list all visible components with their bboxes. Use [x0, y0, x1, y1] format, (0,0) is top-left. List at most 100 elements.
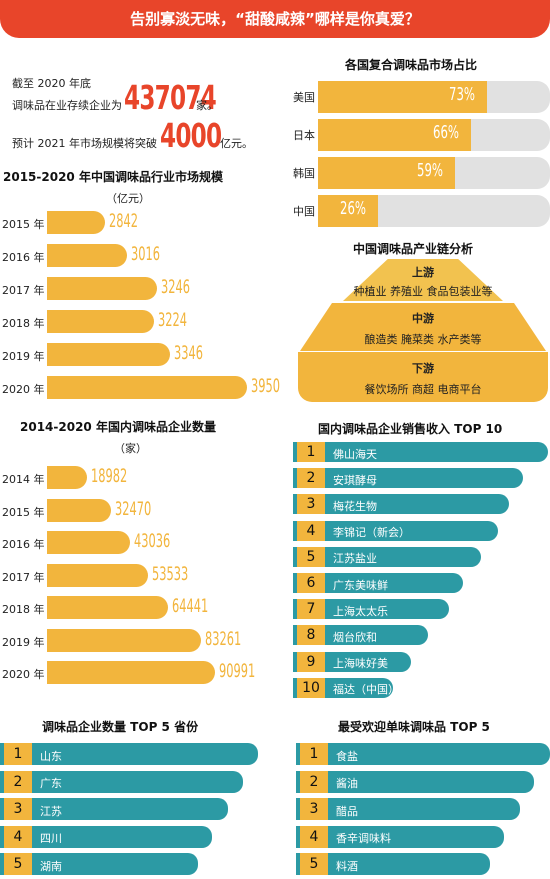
rank-label: 梅花生物 [333, 499, 377, 513]
chain-midstream-text: 中游 酿造类 腌菜类 水产类等 [300, 310, 546, 347]
rank-number: 5 [4, 853, 32, 875]
bar [47, 277, 157, 300]
category-label: 2018 年 [2, 603, 45, 616]
top10-companies-title: 国内调味品企业销售收入 TOP 10 [318, 422, 503, 436]
country-label: 日本 [293, 129, 315, 142]
bar [47, 596, 168, 619]
data-label: 32470 [115, 497, 152, 520]
bar [47, 376, 247, 399]
rank-label: 香辛调味料 [336, 832, 391, 845]
rank-bar [296, 798, 520, 820]
enterprise-count-title: 2014-2020 年国内调味品企业数量 [20, 420, 216, 434]
data-label: 3224 [158, 309, 188, 331]
rank-number: 2 [4, 770, 32, 793]
bar [47, 628, 201, 652]
rank-label: 烟台欣和 [333, 630, 377, 644]
chain-midstream [300, 303, 546, 351]
category-label: 2019 年 [2, 350, 45, 363]
rank-label: 福达（中国） [333, 683, 399, 697]
category-label: 2015 年 [2, 505, 45, 519]
rank-label: 佛山海天 [333, 447, 377, 461]
rank-label: 江苏盐业 [333, 552, 377, 566]
page-banner: 告别寡淡无味，“甜酸咸辣”哪样是你真爱？ [0, 0, 550, 38]
category-label: 2017 年 [2, 284, 45, 297]
rank-bar [293, 494, 509, 515]
rank-label: 湖南 [40, 859, 62, 873]
category-label: 2020 年 [2, 668, 45, 681]
rank-bar [296, 825, 504, 848]
market-size-unit: （亿元） [106, 192, 150, 205]
rank-bar [293, 625, 428, 646]
intro-line-2-suffix: 家。 [196, 99, 218, 112]
rank-bar [293, 573, 463, 593]
rank-label: 江苏 [40, 804, 62, 818]
rank-number: 4 [297, 520, 325, 541]
rank-bar [293, 520, 498, 541]
bar [47, 466, 87, 489]
data-label: 2842 [109, 210, 139, 232]
bar [47, 343, 170, 366]
rank-label: 山东 [40, 749, 62, 763]
rank-label: 李锦记（新会） [333, 526, 410, 540]
category-label: 2018 年 [2, 317, 45, 330]
rank-number: 3 [4, 798, 32, 820]
rank-bar [0, 825, 212, 848]
rank-number: 6 [297, 573, 325, 593]
chain-upstream-name: 上游 [412, 266, 434, 279]
intro-line-2-prefix: 调味品在业存续企业为 [12, 99, 122, 112]
data-label: 64441 [172, 595, 209, 617]
share-fill [318, 157, 455, 189]
category-label: 2015 年 [2, 218, 45, 231]
rank-label: 料酒 [336, 859, 358, 873]
category-label: 2014 年 [2, 473, 45, 486]
chain-title: 中国调味品产业链分析 [353, 242, 474, 256]
country-label: 美国 [293, 91, 315, 104]
bar [47, 498, 111, 522]
rank-number: 4 [300, 825, 328, 848]
intro-line-3-prefix: 预计 2021 年市场规模将突破 [12, 137, 157, 150]
share-fill [318, 195, 378, 227]
top5-provinces-title: 调味品企业数量 TOP 5 省份 [42, 720, 199, 734]
rank-number: 5 [297, 546, 325, 567]
rank-number: 1 [4, 743, 32, 765]
share-value: 26% [340, 198, 367, 219]
rank-label: 上海太太乐 [333, 604, 388, 618]
rank-label: 安琪酵母 [333, 473, 377, 487]
rank-number: 5 [300, 853, 328, 875]
rank-label: 食盐 [336, 749, 358, 763]
category-label: 2020 年 [2, 383, 45, 396]
rank-bar [293, 442, 548, 462]
intro-line-3-suffix: 亿元。 [220, 137, 253, 150]
rank-bar [296, 853, 490, 875]
data-label: 18982 [91, 465, 128, 487]
data-label: 53533 [152, 562, 189, 585]
rank-bar [0, 853, 198, 875]
category-label: 2019 年 [2, 635, 45, 649]
rank-bar [296, 743, 550, 765]
chain-downstream-desc: 餐饮场所 商超 电商平台 [364, 383, 482, 396]
rank-number: 1 [297, 442, 325, 462]
category-label: 2016 年 [2, 538, 45, 551]
rank-label: 四川 [40, 832, 62, 845]
rank-label: 酱油 [336, 777, 358, 790]
country-label: 中国 [293, 205, 315, 218]
chain-downstream-name: 下游 [412, 362, 434, 375]
rank-bar [293, 599, 449, 620]
rank-number: 2 [300, 770, 328, 793]
category-label: 2017 年 [2, 570, 45, 584]
chain-midstream-name: 中游 [412, 312, 434, 325]
data-label: 3346 [174, 342, 204, 364]
enterprise-count-unit: （家） [114, 442, 147, 455]
share-value: 59% [417, 160, 444, 181]
bar [47, 661, 215, 684]
country-label: 韩国 [293, 167, 315, 180]
data-label: 3950 [251, 375, 281, 397]
rank-bar [293, 546, 481, 567]
data-label: 90991 [219, 660, 256, 682]
chain-downstream [298, 352, 548, 402]
bar [47, 211, 105, 234]
rank-bar [0, 798, 228, 820]
bar [47, 310, 154, 333]
bar [47, 563, 148, 587]
bar [47, 244, 127, 267]
